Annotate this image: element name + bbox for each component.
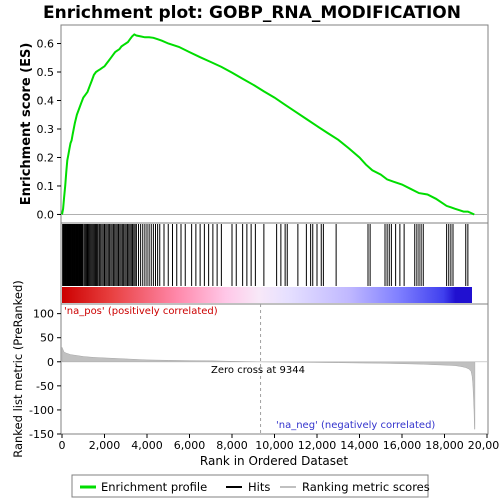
x-tick-label: 8,000 xyxy=(216,439,248,452)
metric-y-tick-label: 0 xyxy=(47,356,54,369)
metric-y-tick-label: -100 xyxy=(29,404,54,417)
x-tick-label: 14,000 xyxy=(340,439,379,452)
es-y-tick-label: 0.4 xyxy=(37,94,55,107)
x-tick-label: 12,000 xyxy=(298,439,337,452)
positive-correlation-label: 'na_pos' (positively correlated) xyxy=(64,306,218,317)
legend-box xyxy=(71,474,429,498)
negative-correlation-label: 'na_neg' (negatively correlated) xyxy=(276,420,435,431)
metric-y-tick-label: 50 xyxy=(40,332,54,345)
ranked-heatmap-bar xyxy=(62,287,472,303)
es-y-axis-label: Enrichment score (ES) xyxy=(19,43,34,206)
legend-hits-label: Hits xyxy=(248,480,270,494)
metric-panel-frame xyxy=(60,303,489,435)
legend-metric-label: Ranking metric scores xyxy=(302,480,430,494)
es-panel-frame xyxy=(60,24,489,224)
x-tick-label: 6,000 xyxy=(174,439,206,452)
metric-y-axis-label: Ranked list metric (PreRanked) xyxy=(11,280,25,458)
es-y-tick-label: 0.3 xyxy=(37,123,55,136)
es-y-tick-label: 0.5 xyxy=(37,66,55,79)
es-y-tick-label: 0.0 xyxy=(37,208,55,221)
x-tick-label: 20,000 xyxy=(468,439,500,452)
x-tick-label: 16,000 xyxy=(383,439,422,452)
ranking-metric-area xyxy=(61,347,476,430)
x-tick-label: 4,000 xyxy=(131,439,163,452)
enrichment-profile-line xyxy=(61,33,475,216)
metric-y-tick-label: -50 xyxy=(36,380,54,393)
es-y-tick-label: 0.2 xyxy=(37,151,55,164)
legend-enrichment-label: Enrichment profile xyxy=(101,480,207,494)
x-tick-label: 2,000 xyxy=(89,439,121,452)
x-axis-label: Rank in Ordered Dataset xyxy=(200,454,348,468)
chart-title: Enrichment plot: GOBP_RNA_MODIFICATION xyxy=(43,3,461,23)
metric-y-tick-label: -150 xyxy=(29,428,54,441)
zero-cross-label: Zero cross at 9344 xyxy=(211,365,305,376)
x-tick-label: 0 xyxy=(59,439,66,452)
x-tick-label: 10,000 xyxy=(255,439,294,452)
x-tick-label: 18,000 xyxy=(425,439,464,452)
es-y-tick-label: 0.6 xyxy=(37,38,55,51)
es-y-tick-label: 0.1 xyxy=(37,180,55,193)
metric-y-tick-label: 100 xyxy=(33,308,54,321)
